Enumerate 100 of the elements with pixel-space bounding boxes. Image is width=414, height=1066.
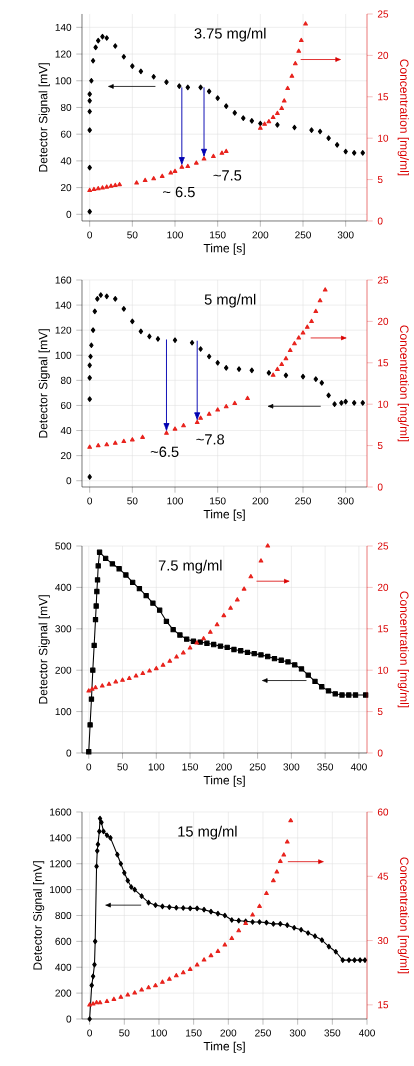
- text: 15 mg/ml: [178, 825, 237, 840]
- y-tick-label: 100: [55, 77, 72, 85]
- y2-axis-title: Concentration [mg/ml]: [397, 591, 409, 708]
- y2-tick-label: 30: [377, 937, 389, 945]
- text: 5 mg/ml: [204, 293, 256, 308]
- x-tick-label: 300: [337, 231, 354, 239]
- y2-tick-label: 0: [377, 217, 383, 225]
- y-tick-label: 1400: [50, 834, 72, 842]
- x-tick-label: 200: [220, 1029, 237, 1037]
- x-tick-label: 100: [148, 763, 165, 771]
- y2-tick-label: 10: [378, 134, 389, 142]
- annotation: ~7.8: [196, 434, 225, 445]
- y2-tick-label: 20: [377, 583, 389, 591]
- y-tick-label: 120: [55, 50, 72, 58]
- x-tick-label: 250: [249, 763, 266, 771]
- y2-tick-label: 15: [378, 625, 389, 633]
- x-tick-label: 250: [255, 1029, 271, 1037]
- y-tick-label: 160: [55, 276, 72, 284]
- x-tick-label: 250: [295, 497, 311, 505]
- y-tick-label: 0: [66, 477, 72, 485]
- x-tick-label: 400: [358, 1029, 375, 1037]
- y2-tick-label: 5: [377, 442, 383, 450]
- x-axis-title: Time [s]: [203, 1041, 245, 1053]
- x-tick-label: 0: [87, 497, 93, 505]
- y2-tick-label: 25: [377, 542, 389, 550]
- y2-tick-label: 15: [378, 1001, 389, 1009]
- y2-tick-label: 5: [377, 708, 383, 716]
- y-tick-label: 1000: [50, 886, 72, 894]
- y-tick-label: 100: [55, 708, 72, 716]
- x-tick-label: 300: [337, 497, 354, 505]
- y-tick-label: 80: [60, 103, 72, 112]
- x-tick-label: 350: [317, 763, 334, 771]
- x-tick-label: 50: [127, 497, 138, 505]
- y2-tick-label: 15: [378, 359, 389, 367]
- y-tick-label: 800: [55, 911, 72, 920]
- y-tick-label: 100: [55, 351, 72, 359]
- y-tick-label: 40: [60, 157, 72, 165]
- y-tick-label: 20: [60, 184, 72, 192]
- x-axis-title: Time [s]: [203, 243, 245, 255]
- x-tick-label: 150: [182, 763, 198, 771]
- y2-tick-label: 60: [377, 808, 389, 816]
- x-tick-label: 0: [87, 1029, 93, 1037]
- y-tick-label: 400: [55, 963, 72, 971]
- y-tick-label: 0: [66, 1015, 72, 1023]
- x-axis-title: Time [s]: [203, 509, 245, 521]
- y2-tick-label: 0: [377, 749, 383, 757]
- y-axis-title: Detector Signal [mV]: [38, 63, 50, 172]
- y-tick-label: 60: [60, 401, 72, 409]
- x-tick-label: 0: [86, 763, 92, 771]
- y2-tick-label: 20: [377, 317, 389, 325]
- x-tick-label: 250: [295, 231, 311, 239]
- y-tick-label: 140: [55, 23, 72, 31]
- x-axis-title: Time [s]: [203, 775, 245, 787]
- x-tick-label: 150: [210, 231, 226, 239]
- y2-tick-label: 0: [377, 483, 383, 491]
- x-tick-label: 50: [127, 231, 138, 239]
- y-tick-label: 200: [55, 666, 72, 674]
- x-tick-label: 300: [283, 763, 300, 771]
- y-tick-label: 0: [66, 749, 72, 757]
- y-tick-label: 1200: [50, 860, 72, 868]
- y-tick-label: 1600: [50, 808, 72, 816]
- y2-axis-title: Concentration [mg/ml]: [397, 857, 409, 974]
- x-tick-label: 150: [210, 497, 226, 505]
- x-tick-label: 150: [186, 1029, 202, 1037]
- x-tick-label: 100: [167, 231, 183, 239]
- y-axis-title: Detector Signal [mV]: [33, 861, 45, 970]
- annotation: ~7.5: [213, 170, 242, 181]
- x-tick-label: 50: [117, 763, 128, 771]
- y-axis-title: Detector Signal [mV]: [38, 595, 50, 704]
- y2-tick-label: 45: [377, 872, 389, 880]
- y2-axis-title: Concentration [mg/ml]: [397, 59, 409, 176]
- y-tick-label: 200: [55, 989, 72, 997]
- x-tick-label: 50: [119, 1029, 130, 1037]
- x-tick-label: 100: [151, 1029, 167, 1037]
- x-tick-label: 400: [350, 763, 367, 771]
- annotation: ~6.5: [150, 446, 179, 457]
- y2-tick-label: 5: [377, 176, 383, 184]
- y2-tick-label: 15: [378, 93, 389, 101]
- y-tick-label: 140: [55, 301, 72, 309]
- text: 3.75 mg/ml: [194, 27, 266, 42]
- y-tick-label: 80: [60, 376, 72, 384]
- y2-tick-label: 10: [378, 400, 389, 408]
- y-tick-label: 300: [55, 625, 72, 633]
- y-tick-label: 500: [55, 542, 72, 550]
- y-tick-label: 400: [55, 583, 72, 591]
- y2-tick-label: 20: [377, 51, 389, 59]
- y-tick-label: 40: [60, 426, 72, 435]
- text: 7.5 mg/ml: [158, 559, 222, 574]
- x-tick-label: 300: [289, 1029, 306, 1037]
- y2-tick-label: 25: [377, 276, 389, 284]
- x-tick-label: 350: [324, 1029, 341, 1037]
- x-tick-label: 200: [252, 497, 269, 505]
- y2-axis-title: Concentration [mg/ml]: [397, 325, 409, 442]
- y-axis-title: Detector Signal [mV]: [38, 329, 50, 438]
- y-tick-label: 120: [55, 326, 72, 334]
- x-tick-label: 100: [167, 497, 183, 505]
- y-tick-label: 60: [60, 130, 72, 138]
- y-tick-label: 0: [66, 210, 72, 218]
- x-tick-label: 0: [87, 231, 93, 239]
- y-tick-label: 600: [55, 937, 72, 945]
